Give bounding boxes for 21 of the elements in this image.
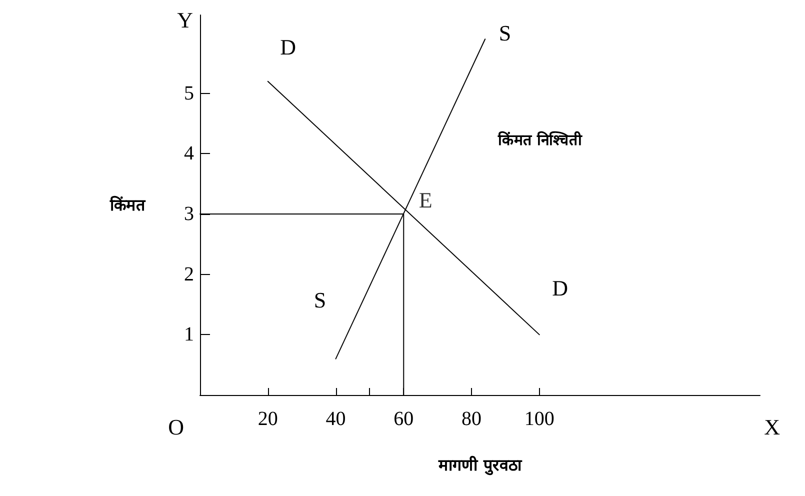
text: O [168, 414, 184, 440]
x-tick-label: 40 [326, 408, 346, 430]
annotation: D [280, 34, 296, 60]
x-tick-label: 20 [258, 408, 278, 430]
y-tick-label: 3 [184, 203, 194, 226]
x-tick-label: 100 [524, 408, 554, 430]
annotation: किंमत निश्चिती [496, 131, 584, 149]
x-axis-title: मागणी पुरवठा [438, 456, 522, 476]
annotation: S [314, 288, 326, 312]
text: Y [177, 8, 194, 32]
y-tick-label: 2 [184, 263, 194, 286]
text: X [764, 414, 780, 440]
y-axis-title: किंमत [109, 196, 146, 214]
annotation: S [498, 20, 512, 46]
x-tick-label: 80 [462, 408, 482, 430]
y-tick-label: 1 [184, 324, 194, 346]
x-tick-label: 60 [394, 408, 414, 430]
y-tick-label: 4 [184, 142, 194, 165]
annotation: D [552, 276, 568, 300]
y-tick-label: 5 [184, 82, 194, 104]
annotation: E [418, 188, 432, 213]
